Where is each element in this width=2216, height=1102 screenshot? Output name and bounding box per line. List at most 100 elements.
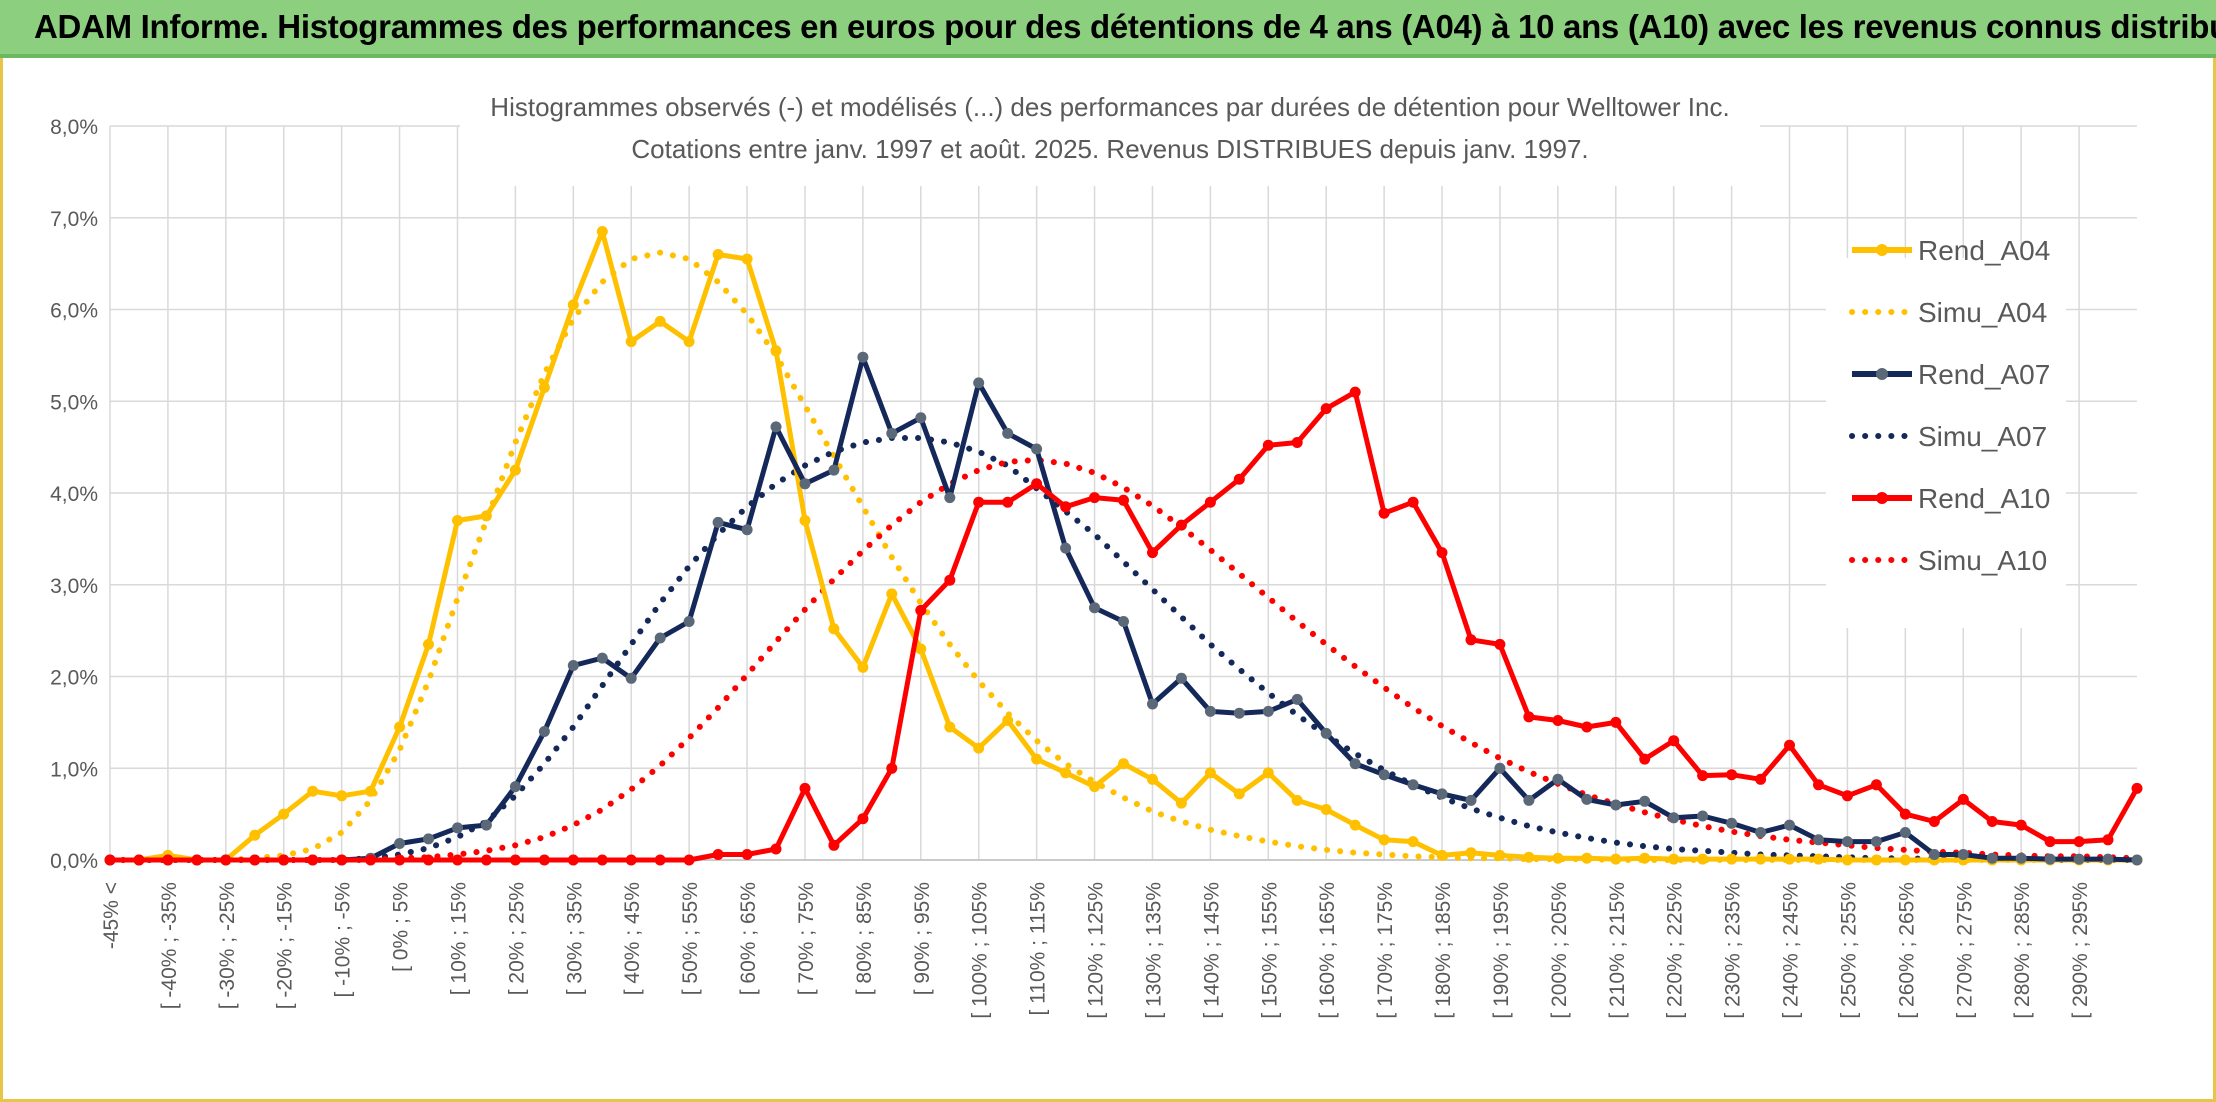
x-tick-label: [ 220% ; 225% — [1664, 882, 1687, 1019]
legend-backdrop — [1826, 258, 2066, 628]
y-tick-label: 1,0% — [50, 758, 98, 781]
data-point-Rend_A04 — [1523, 851, 1535, 863]
data-point-Rend_A07 — [1986, 852, 1998, 864]
x-tick-label: [ -20% ; -15% — [274, 882, 297, 1009]
data-point-Rend_A07 — [1610, 799, 1622, 811]
data-point-Rend_A04 — [683, 336, 695, 348]
data-point-Rend_A07 — [1870, 836, 1882, 848]
data-point-Rend_A04 — [509, 464, 521, 476]
x-tick-label: [ 200% ; 205% — [1548, 882, 1571, 1019]
data-point-Rend_A04 — [857, 661, 869, 673]
data-point-Rend_A07 — [886, 427, 898, 439]
data-point-Rend_A10 — [191, 854, 203, 866]
data-point-Rend_A04 — [1060, 767, 1072, 779]
x-tick-label: [ 80% ; 85% — [853, 882, 876, 995]
legend-label: Rend_A10 — [1918, 483, 2050, 514]
data-point-Rend_A10 — [1204, 496, 1216, 508]
data-point-Rend_A04 — [480, 510, 492, 522]
data-point-Rend_A04 — [741, 253, 753, 265]
data-point-Rend_A04 — [973, 742, 985, 754]
data-point-Rend_A04 — [249, 829, 261, 841]
legend-label: Simu_A07 — [1918, 421, 2047, 452]
data-point-Rend_A10 — [741, 849, 753, 860]
x-tick-label: [ 120% ; 125% — [1085, 882, 1108, 1019]
data-point-Rend_A04 — [1118, 758, 1129, 770]
x-tick-label: [ 170% ; 175% — [1374, 882, 1397, 1019]
data-point-Rend_A10 — [1813, 779, 1824, 791]
data-point-Rend_A10 — [1175, 519, 1187, 531]
data-point-Rend_A10 — [162, 854, 174, 866]
data-point-Rend_A10 — [2044, 836, 2056, 848]
data-point-Rend_A07 — [1320, 727, 1332, 739]
data-point-Rend_A10 — [1320, 403, 1332, 415]
chart-series — [104, 226, 2143, 866]
chart-legend: Rend_A04 Simu_A04 Rend_A07 Simu_A07 Rend_A10… — [1826, 235, 2066, 628]
data-point-Rend_A10 — [857, 813, 869, 825]
report-title: ADAM Informe. Histogrammes des performan… — [34, 8, 2216, 45]
data-point-Rend_A10 — [1118, 494, 1129, 506]
data-point-Rend_A07 — [799, 478, 811, 490]
report-banner: ADAM Informe. Histogrammes des performan… — [0, 0, 2216, 58]
data-point-Rend_A07 — [394, 838, 406, 849]
data-point-Rend_A04 — [307, 785, 319, 797]
data-point-Rend_A10 — [538, 854, 550, 866]
data-point-Rend_A10 — [1407, 496, 1419, 508]
data-point-Rend_A04 — [1465, 847, 1477, 859]
y-tick-label: 2,0% — [50, 667, 98, 690]
data-point-Rend_A07 — [1639, 795, 1651, 807]
x-tick-label: [ 20% ; 25% — [505, 882, 528, 995]
data-point-Rend_A07 — [683, 616, 695, 627]
legend-marker — [1876, 244, 1888, 256]
x-tick-label: [ 240% ; 245% — [1780, 882, 1803, 1019]
data-point-Rend_A10 — [480, 854, 492, 866]
data-point-Rend_A10 — [712, 849, 724, 860]
data-point-Rend_A04 — [423, 638, 434, 650]
data-point-Rend_A04 — [1552, 852, 1564, 864]
data-point-Rend_A04 — [1581, 852, 1593, 864]
data-point-Rend_A04 — [1494, 849, 1506, 861]
data-point-Rend_A10 — [1002, 496, 1014, 508]
x-tick-label: [ 160% ; 165% — [1316, 882, 1339, 1019]
y-tick-label: 0,0% — [50, 850, 98, 873]
data-point-Rend_A07 — [712, 516, 724, 528]
chart-title: Histogrammes observés (-) et modélisés (… — [490, 92, 1729, 122]
data-point-Rend_A10 — [944, 574, 956, 586]
data-point-Rend_A07 — [1233, 707, 1245, 719]
data-point-Rend_A04 — [1349, 819, 1361, 831]
data-point-Rend_A10 — [1841, 790, 1853, 802]
legend-label: Rend_A07 — [1918, 359, 2050, 390]
x-tick-label: [ 180% ; 185% — [1432, 882, 1455, 1019]
data-point-Rend_A07 — [1349, 758, 1361, 770]
data-point-Rend_A04 — [1726, 853, 1738, 865]
data-point-Rend_A07 — [480, 819, 492, 831]
data-point-Rend_A10 — [828, 839, 840, 851]
data-point-Rend_A10 — [1899, 808, 1911, 820]
data-point-Rend_A07 — [1465, 794, 1477, 806]
data-point-Rend_A10 — [452, 854, 463, 866]
data-point-Rend_A10 — [1610, 716, 1622, 728]
data-point-Rend_A10 — [220, 854, 232, 866]
y-tick-label: 4,0% — [50, 483, 98, 506]
data-point-Rend_A10 — [394, 854, 406, 866]
data-point-Rend_A04 — [1002, 715, 1014, 726]
data-point-Rend_A10 — [1291, 437, 1303, 448]
data-point-Rend_A10 — [249, 854, 261, 866]
x-tick-label: [ 40% ; 45% — [621, 882, 644, 995]
histogram-chart: 0,0% 1,0% 2,0% 3,0% 4,0% 5,0% 6,0% 7,0% 8,0% -45… — [4, 58, 2212, 1098]
data-point-Rend_A07 — [1089, 602, 1100, 614]
y-axis: 0,0% 1,0% 2,0% 3,0% 4,0% 5,0% 6,0% 7,0% 8,0% — [50, 116, 98, 873]
x-tick-label: [ 60% ; 65% — [737, 882, 760, 995]
data-point-Rend_A04 — [712, 249, 724, 260]
x-tick-label: [ 280% ; 285% — [2011, 882, 2034, 1019]
data-point-Rend_A07 — [1147, 698, 1158, 710]
data-point-Rend_A07 — [770, 421, 782, 433]
data-point-Rend_A10 — [770, 843, 782, 855]
data-point-Rend_A10 — [625, 854, 637, 866]
data-point-Rend_A07 — [2102, 853, 2114, 865]
x-tick-label: [ 150% ; 155% — [1258, 882, 1281, 1019]
data-point-Rend_A10 — [423, 854, 434, 866]
data-point-Rend_A10 — [1262, 439, 1274, 451]
data-point-Rend_A04 — [336, 790, 348, 802]
x-tick-label: [ 250% ; 255% — [1837, 882, 1860, 1019]
y-tick-label: 3,0% — [50, 575, 98, 598]
